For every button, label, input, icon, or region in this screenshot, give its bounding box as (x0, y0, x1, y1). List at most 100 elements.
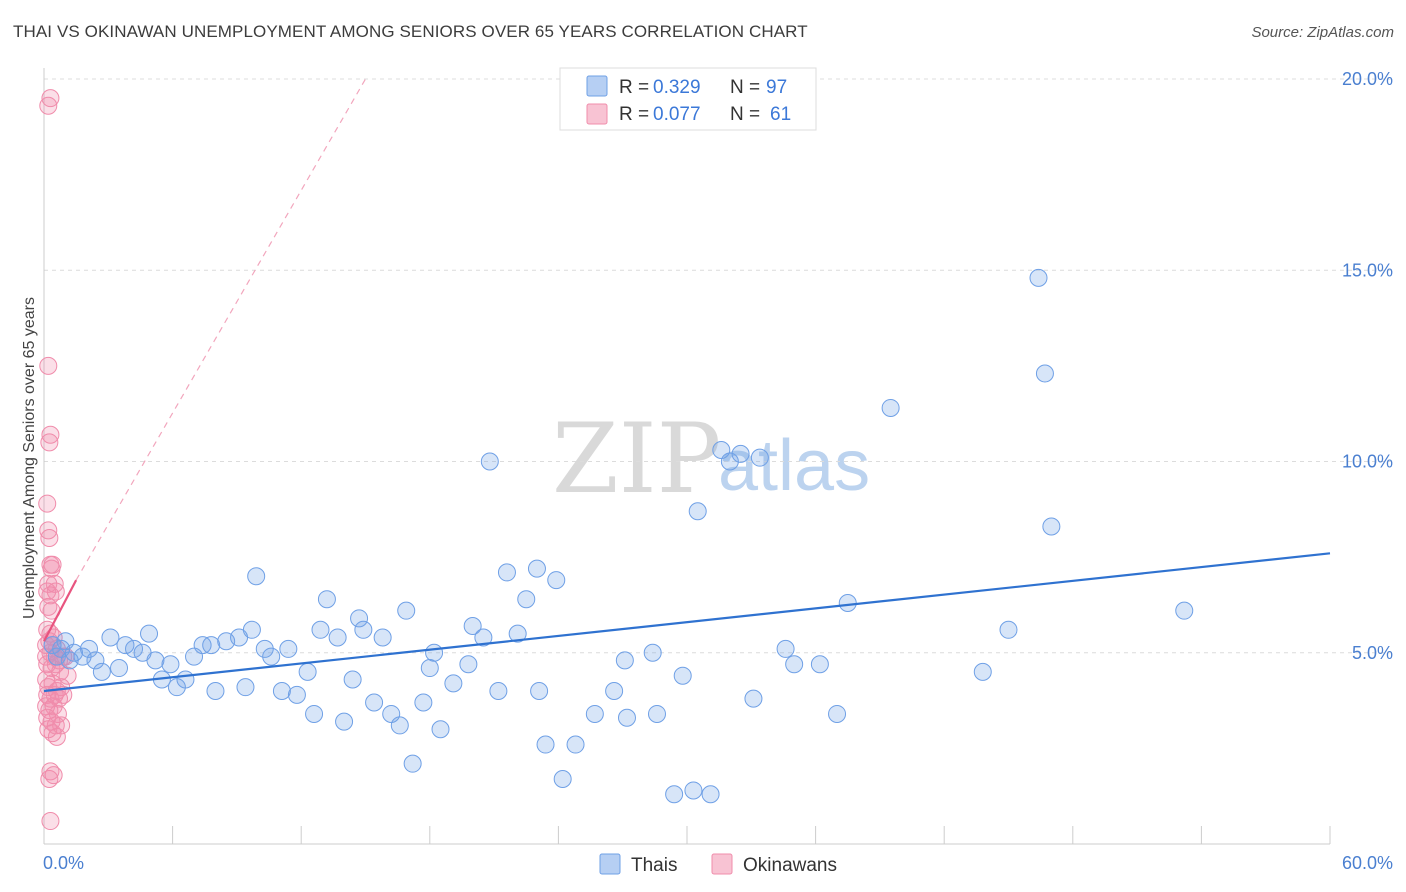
thais-point (140, 624, 159, 643)
thais-points (43, 268, 1194, 804)
okinawans-point (48, 704, 67, 723)
thais-point (647, 704, 666, 723)
thais-point (553, 769, 572, 788)
thais-point (530, 682, 549, 700)
thais-point (665, 785, 684, 804)
bottom-legend-okinawans-swatch (711, 853, 733, 875)
okinawans-point (39, 574, 58, 593)
y-axis-title: Unemployment Among Seniors over 65 years (21, 297, 38, 619)
thais-point (643, 643, 662, 662)
thais-point (527, 559, 546, 578)
thais-point (517, 590, 536, 609)
thais-point (420, 659, 439, 678)
thais-point (810, 655, 829, 674)
thais-point (247, 567, 266, 586)
x-tick-label-min: 0.0% (43, 853, 84, 873)
thais-point (480, 452, 499, 471)
legend-thais-r-value: 0.329 (653, 77, 701, 98)
y-tick-labels: 5.0% 10.0% 15.0% 20.0% (1342, 69, 1393, 663)
thais-point (397, 601, 416, 620)
thais-point (272, 682, 291, 700)
thais-point (474, 628, 493, 647)
source-label: Source: ZipAtlas.com (1251, 24, 1394, 41)
thais-point (731, 444, 750, 463)
thais-point (973, 662, 992, 681)
thais-point (673, 666, 692, 685)
thais-point (125, 639, 144, 658)
okinawans-point (43, 555, 62, 574)
thais-point (489, 682, 508, 700)
thais-point (1035, 364, 1054, 383)
thais-point (328, 628, 347, 647)
thais-point (744, 689, 763, 708)
thais-point (373, 628, 392, 647)
thais-point (176, 670, 195, 689)
okinawans-points (37, 89, 77, 831)
thais-point (146, 651, 165, 670)
thais-point (617, 708, 636, 727)
thais-point (305, 704, 324, 723)
thais-point (414, 693, 433, 712)
thais-point (202, 636, 221, 655)
thais-point (279, 639, 298, 658)
okinawans-trend-extension (75, 78, 367, 581)
thais-point (720, 452, 739, 471)
gridlines (44, 78, 1393, 654)
okinawans-point (38, 494, 57, 513)
thais-point (92, 662, 111, 681)
x-tick-label-max: 60.0% (1342, 853, 1393, 873)
thais-point (776, 639, 795, 658)
thais-point (688, 502, 707, 521)
okinawans-point (39, 96, 58, 115)
trend-lines (43, 78, 1331, 693)
thais-point (343, 670, 362, 689)
okinawans-point (41, 89, 60, 108)
thais-point (403, 754, 422, 773)
thais-point (262, 647, 281, 666)
thais-point (881, 398, 900, 417)
thais-point (317, 590, 336, 609)
bottom-legend-okinawans-label: Okinawans (743, 855, 837, 876)
thais-point (1175, 601, 1194, 620)
thais-point (86, 651, 105, 670)
thais-trend-line (43, 552, 1331, 693)
okinawans-trend-line (43, 579, 78, 642)
legend-okinawans-r-value: 0.077 (653, 104, 701, 125)
thais-point (750, 448, 769, 467)
thais-point (497, 563, 516, 582)
thais-point (585, 704, 604, 723)
thais-point (65, 643, 84, 662)
okinawans-point (47, 727, 66, 746)
thais-point (80, 639, 99, 658)
okinawans-point (46, 582, 65, 601)
thais-point (365, 693, 384, 712)
okinawans-point (54, 685, 73, 704)
legend-thais-n-label: N = (730, 77, 760, 98)
thais-point (459, 655, 478, 674)
okinawans-point (40, 529, 59, 547)
bottom-legend-thais-swatch (599, 853, 621, 875)
thais-point (287, 685, 306, 704)
thais-point (255, 639, 274, 658)
thais-point (425, 643, 444, 662)
legend-okinawans-swatch (586, 103, 608, 125)
thais-point (1042, 517, 1061, 536)
thais-point (828, 704, 847, 723)
thais-point (335, 712, 354, 731)
watermark-zip: ZIP (552, 403, 721, 515)
legend-thais-swatch (586, 75, 608, 97)
top-legend: R = 0.329 N = 97 R = 0.077 N = 61 (559, 67, 817, 131)
okinawans-point (39, 356, 58, 375)
watermark-atlas: atlas (718, 426, 870, 506)
y-tick-label-15: 15.0% (1342, 260, 1393, 280)
legend-thais-r-label: R = (619, 77, 649, 98)
thais-point (463, 616, 482, 635)
legend-okinawans-n-label: N = (730, 104, 760, 125)
thais-point (536, 735, 555, 754)
okinawans-point (40, 769, 59, 788)
thais-point (838, 594, 857, 613)
thais-point (684, 781, 703, 800)
okinawans-point (40, 433, 59, 452)
y-tick-label-20: 20.0% (1342, 69, 1393, 89)
